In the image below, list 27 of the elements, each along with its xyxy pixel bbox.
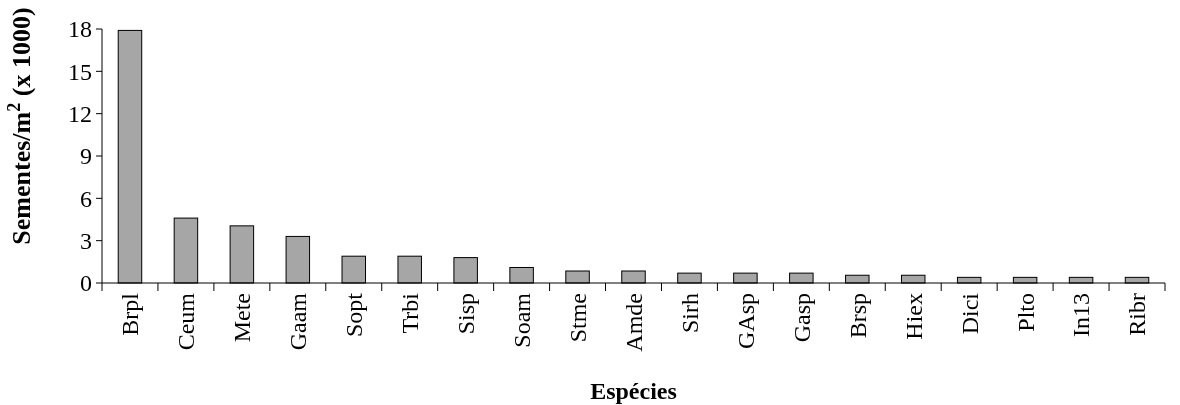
x-tick-label: Sirh <box>676 293 703 334</box>
x-tick-label: Soam <box>509 292 536 348</box>
y-tick-label: 12 <box>68 101 92 128</box>
x-tick-label: Dici <box>956 292 983 335</box>
x-tick-label: Mete <box>229 293 256 343</box>
x-axis-title: Espécies <box>590 378 677 404</box>
y-tick-label: 0 <box>80 270 92 297</box>
y-tick-label: 3 <box>80 228 92 255</box>
y-tick-label: 18 <box>68 16 92 43</box>
x-tick-label: Amde <box>620 293 647 352</box>
x-tick-label: Stme <box>564 293 591 343</box>
x-tick-label: Hiex <box>900 293 927 340</box>
x-tick-label: Brpl <box>117 292 144 336</box>
x-tick-label: Gasp <box>788 293 815 343</box>
x-tick-label: Ceum <box>173 292 200 351</box>
x-tick-label: GAsp <box>732 293 759 350</box>
x-tick-label: Ribr <box>1124 293 1151 336</box>
x-tick-label: Brsp <box>844 293 871 339</box>
y-tick-label: 6 <box>80 185 92 212</box>
y-tick-label: 9 <box>80 143 92 170</box>
x-tick-label: In13 <box>1068 293 1095 337</box>
x-tick-label: Sopt <box>341 292 368 338</box>
y-tick-label: 15 <box>68 58 92 85</box>
x-tick-label: Gaam <box>285 292 312 351</box>
x-tick-label: Trbi <box>397 292 424 334</box>
x-tick-label: Plto <box>1012 293 1039 332</box>
x-tick-label: Sisp <box>453 293 480 335</box>
